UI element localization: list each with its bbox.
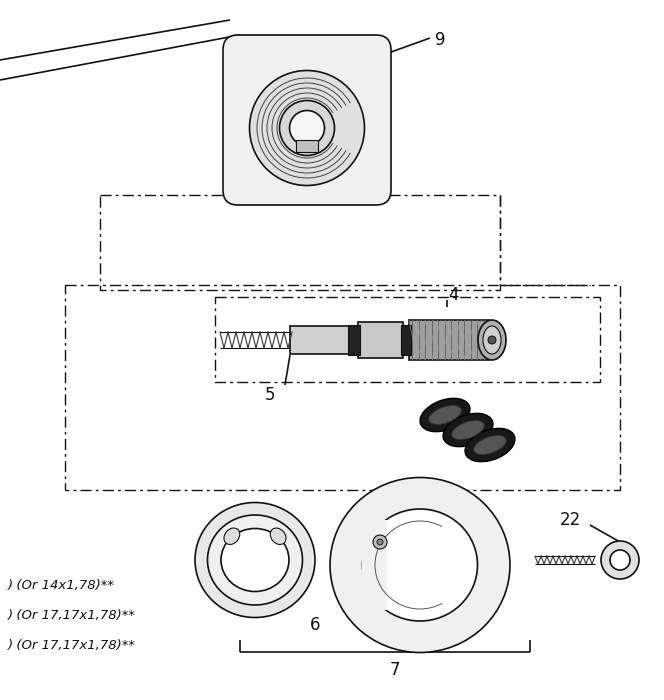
Ellipse shape: [373, 535, 387, 549]
Text: 9: 9: [435, 31, 446, 49]
Ellipse shape: [420, 398, 470, 432]
Bar: [401, 325, 411, 355]
Text: ) (Or 14x1,78)**: ) (Or 14x1,78)**: [8, 578, 115, 592]
Ellipse shape: [478, 320, 506, 360]
Bar: [100, 195, 500, 290]
Ellipse shape: [488, 336, 496, 344]
Text: 4: 4: [448, 286, 459, 304]
Ellipse shape: [452, 421, 484, 440]
Ellipse shape: [224, 528, 240, 545]
Ellipse shape: [474, 435, 506, 454]
Ellipse shape: [207, 515, 303, 605]
Bar: [348, 325, 360, 355]
Ellipse shape: [290, 111, 325, 146]
Bar: [65, 285, 620, 490]
Text: ) (Or 17,17x1,78)**: ) (Or 17,17x1,78)**: [8, 608, 136, 622]
Ellipse shape: [443, 413, 493, 447]
Text: 22: 22: [560, 511, 581, 529]
Ellipse shape: [610, 550, 630, 570]
Ellipse shape: [377, 539, 383, 545]
Ellipse shape: [270, 528, 286, 545]
Text: 5: 5: [264, 386, 275, 404]
Text: 7: 7: [390, 661, 400, 679]
Bar: [362, 520, 387, 610]
Ellipse shape: [250, 71, 365, 186]
FancyBboxPatch shape: [223, 35, 391, 205]
Ellipse shape: [429, 405, 461, 424]
Ellipse shape: [330, 477, 510, 652]
Ellipse shape: [601, 541, 639, 579]
Ellipse shape: [363, 509, 477, 621]
Text: ) (Or 17,17x1,78)**: ) (Or 17,17x1,78)**: [8, 638, 136, 652]
Ellipse shape: [280, 101, 335, 155]
Bar: [215, 297, 600, 382]
Bar: [290, 326, 350, 354]
Ellipse shape: [221, 528, 289, 592]
Ellipse shape: [465, 428, 515, 462]
Bar: [358, 322, 403, 358]
Bar: [296, 140, 318, 152]
Bar: [409, 320, 489, 360]
Ellipse shape: [483, 326, 501, 354]
Ellipse shape: [195, 503, 315, 617]
Text: 6: 6: [310, 616, 321, 634]
